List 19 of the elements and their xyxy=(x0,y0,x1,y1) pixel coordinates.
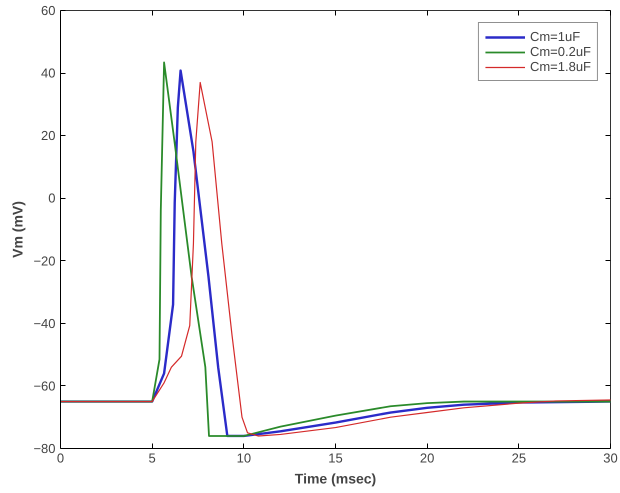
legend-label: Cm=1uF xyxy=(530,29,580,44)
x-tick-label: 10 xyxy=(236,450,252,466)
y-tick-label: 20 xyxy=(41,128,56,144)
x-tick-label: 30 xyxy=(603,450,618,466)
x-axis-title: Time (msec) xyxy=(294,470,376,486)
x-tick-label: 15 xyxy=(328,450,343,466)
y-tick-label: 40 xyxy=(41,66,56,81)
y-tick-label: 0 xyxy=(48,190,56,206)
y-tick-label: 60 xyxy=(41,3,56,18)
y-tick-label: −40 xyxy=(33,316,56,331)
y-tick-label: −80 xyxy=(33,441,56,456)
y-tick-label: −20 xyxy=(33,253,56,268)
legend-label: Cm=1.8uF xyxy=(530,59,591,74)
x-tick-label: 5 xyxy=(148,450,156,466)
x-tick-label: 20 xyxy=(420,450,434,466)
y-axis-title: Vm (mV) xyxy=(9,201,26,258)
x-tick-label: 25 xyxy=(512,450,526,466)
y-tick-label: −60 xyxy=(33,378,56,394)
legend-label: Cm=0.2uF xyxy=(530,44,591,59)
